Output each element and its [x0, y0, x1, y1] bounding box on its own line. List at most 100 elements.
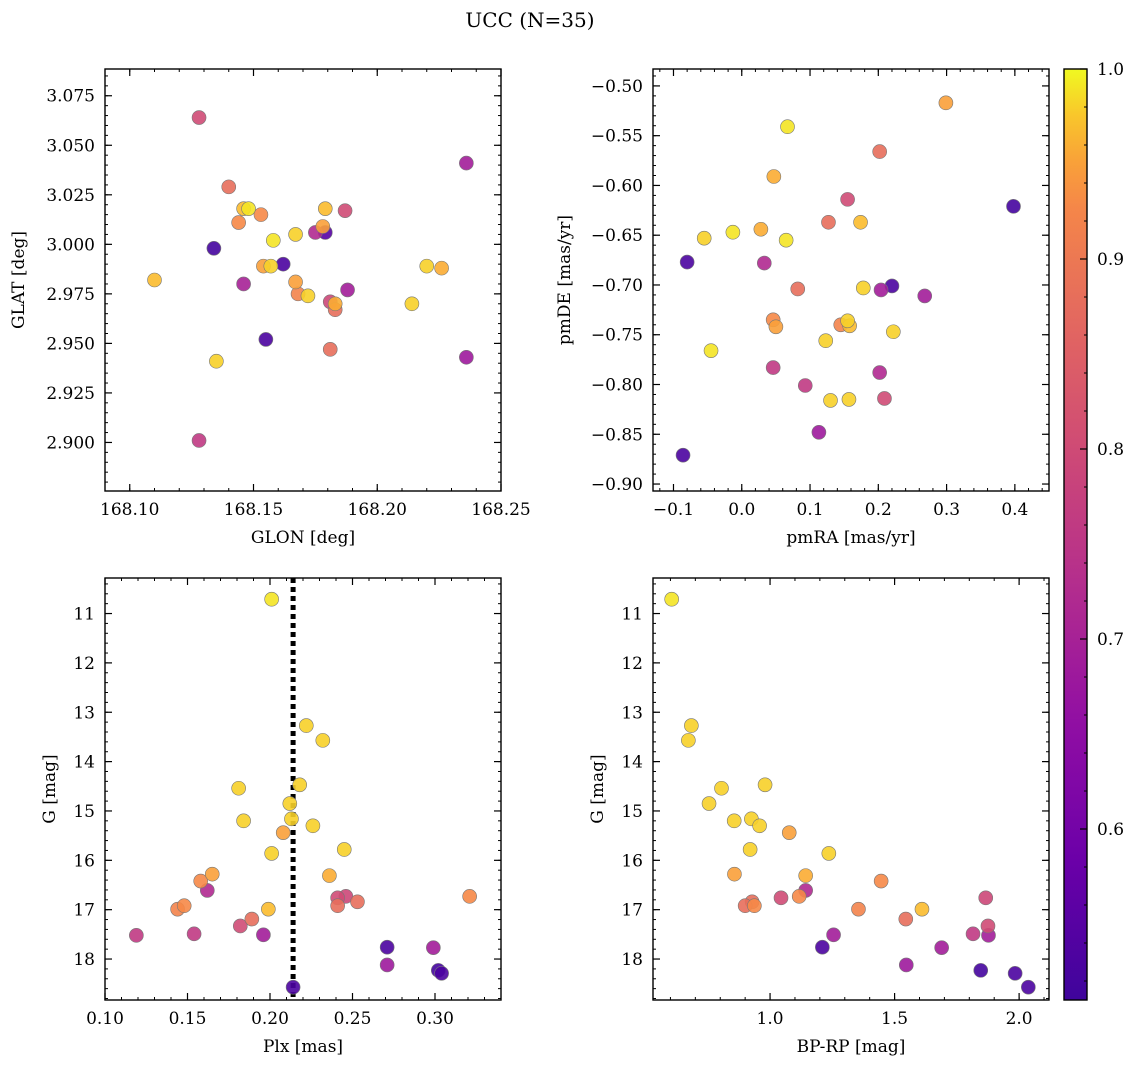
- scatter-point: [221, 179, 237, 195]
- y-tick-label: 2.950: [46, 334, 95, 354]
- scatter-point: [191, 110, 207, 125]
- scatter-point: [725, 224, 741, 240]
- y-tick-label: 13: [73, 703, 95, 723]
- scatter-point: [701, 796, 717, 811]
- y-tick-label: 3.000: [46, 235, 95, 255]
- scatter-point: [241, 201, 256, 216]
- scatter-point: [379, 957, 395, 973]
- scatter-point: [815, 939, 830, 955]
- y-tick-label: −0.60: [591, 176, 643, 196]
- x-ticks: 168.10 168.15 168.20 168.25: [100, 69, 531, 520]
- y-tick-label: 2.975: [46, 285, 95, 305]
- scatter-points: [129, 591, 477, 995]
- scatter-point: [873, 282, 889, 298]
- scatter-point: [742, 842, 758, 857]
- scatter-point: [781, 825, 797, 840]
- scatter-point: [853, 214, 868, 230]
- axes-frame: [104, 68, 502, 492]
- scatter-point: [747, 898, 762, 914]
- scatter-point: [315, 219, 331, 234]
- x-axis-label: BP-RP [mag]: [797, 1037, 906, 1057]
- scatter-point: [209, 353, 224, 369]
- scatter-point: [872, 144, 887, 159]
- colorbar-tick-label: 0.6: [1097, 820, 1124, 840]
- y-tick-label: −0.75: [591, 326, 643, 346]
- y-tick-label: −0.70: [591, 276, 643, 296]
- scatter-point: [322, 868, 337, 883]
- scatter-point: [292, 777, 308, 793]
- y-ticks: 2.900 2.925 2.950 2.975 3.000 3.025 3.050 3.075: [46, 75, 501, 483]
- scatter-point: [886, 324, 901, 340]
- y-tick-label: 14: [621, 753, 643, 773]
- scatter-point: [176, 898, 192, 914]
- scatter-point: [1006, 199, 1021, 214]
- scatter-point: [236, 813, 251, 829]
- scatter-point: [340, 282, 355, 298]
- scatter-point: [263, 258, 279, 274]
- scatter-point: [872, 365, 887, 380]
- x-tick-label: 0.2: [865, 500, 892, 520]
- scatter-points: [147, 110, 474, 448]
- y-tick-label: 17: [73, 901, 95, 921]
- scatter-point: [147, 272, 162, 288]
- scatter-point: [305, 818, 321, 834]
- y-tick-label: −0.65: [591, 226, 643, 246]
- colorbar-gradient: [1063, 68, 1088, 1001]
- scatter-point: [244, 911, 260, 927]
- scatter-point: [285, 979, 301, 995]
- scatter-point: [1021, 979, 1036, 995]
- colorbar-tick-label: 0.7: [1097, 630, 1124, 650]
- x-tick-label: 1.5: [881, 1009, 908, 1029]
- y-ticks: −0.90 −0.85 −0.80 −0.75 −0.70 −0.65 −0.60 −0.55…: [591, 75, 1049, 495]
- y-tick-label: 15: [73, 802, 95, 822]
- scatter-point: [231, 780, 246, 796]
- x-axis-label: GLON [deg]: [251, 528, 355, 548]
- scatter-point: [336, 842, 352, 857]
- x-ticks: −0.1 0.0 0.1 0.2 0.3 0.4: [653, 69, 1043, 520]
- y-ticks: 11 12 13 14 15 16 17 18: [621, 583, 1049, 1000]
- scatter-point: [681, 733, 696, 748]
- scatter-point: [275, 256, 291, 272]
- colorbar-tick-label: 1.0: [1097, 60, 1124, 80]
- y-tick-label: 17: [621, 901, 643, 921]
- scatter-point: [914, 901, 930, 917]
- scatter-point: [1007, 966, 1023, 981]
- y-tick-label: −0.80: [591, 376, 643, 396]
- scatter-point: [459, 155, 474, 171]
- y-tick-label: 11: [73, 605, 95, 625]
- figure-title: UCC (N=35): [465, 8, 594, 32]
- scatter-point: [350, 894, 365, 910]
- scatter-point: [129, 928, 144, 943]
- scatter-point: [811, 424, 827, 440]
- scatter-point: [462, 889, 477, 904]
- x-tick-label: 168.15: [224, 500, 283, 520]
- scatter-point: [288, 274, 303, 290]
- colorbar-tick-label: 0.8: [1097, 440, 1124, 460]
- y-tick-label: 15: [621, 802, 643, 822]
- scatter-point: [726, 813, 742, 829]
- y-tick-label: 18: [73, 950, 95, 970]
- scatter-point: [851, 901, 866, 917]
- scatter-point: [684, 718, 699, 733]
- scatter-point: [790, 281, 806, 297]
- x-tick-label: 0.20: [251, 1009, 289, 1029]
- scatter-point: [236, 276, 251, 292]
- scatter-point: [855, 280, 871, 296]
- scatter-point: [938, 95, 954, 111]
- scatter-point: [768, 319, 784, 335]
- x-axis-label: pmRA [mas/yr]: [786, 528, 915, 548]
- scatter-point: [434, 260, 449, 276]
- scatter-point: [841, 392, 857, 407]
- scatter-point: [714, 780, 729, 796]
- scatter-point: [840, 192, 855, 207]
- scatter-point: [288, 227, 303, 242]
- x-tick-label: 0.10: [86, 1009, 124, 1029]
- colorbar-tick-label: 0.9: [1097, 250, 1124, 270]
- y-tick-label: 2.925: [46, 384, 95, 404]
- scatter-point: [231, 215, 246, 230]
- scatter-point: [753, 221, 769, 237]
- x-tick-label: 0.0: [728, 500, 755, 520]
- y-tick-label: −0.50: [591, 77, 643, 97]
- scatter-point: [978, 890, 994, 906]
- scatter-point: [256, 927, 271, 943]
